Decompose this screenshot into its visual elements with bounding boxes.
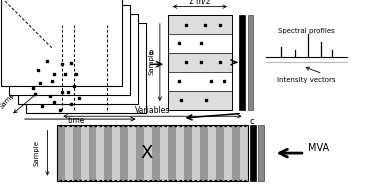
Bar (200, 125, 208, 181)
Bar (160, 125, 168, 181)
Text: b: b (238, 47, 243, 57)
Bar (232, 125, 240, 181)
Bar (137, 125, 145, 181)
Bar (89, 125, 96, 181)
Bar (184, 125, 192, 181)
Bar (112, 125, 120, 181)
Bar (57, 125, 248, 181)
Bar (96, 125, 104, 181)
Text: X: X (141, 144, 153, 162)
Bar (1, 0, 122, 86)
Text: c: c (249, 117, 254, 126)
Bar (57, 125, 65, 181)
Bar (168, 53, 232, 72)
Bar (81, 125, 89, 181)
Bar (153, 125, 160, 181)
Text: Sample: Sample (149, 49, 155, 75)
Text: Sample: Sample (34, 140, 39, 166)
Bar (168, 91, 232, 110)
Bar (145, 125, 153, 181)
Bar (168, 34, 232, 53)
Bar (26, 23, 146, 113)
Text: MVA: MVA (308, 143, 330, 153)
Text: Intensity vectors: Intensity vectors (277, 77, 336, 83)
Bar (168, 15, 232, 110)
Bar (216, 125, 224, 181)
Text: $\Sigma$ m/z: $\Sigma$ m/z (188, 0, 211, 6)
Text: time: time (68, 115, 85, 125)
Bar (18, 14, 138, 104)
Bar (239, 15, 245, 110)
Bar (168, 125, 176, 181)
Text: m/z: m/z (1, 57, 10, 71)
Bar (128, 125, 137, 181)
Bar (73, 125, 81, 181)
Bar (104, 125, 112, 181)
Bar (176, 125, 184, 181)
Bar (248, 15, 253, 110)
Bar (9, 5, 130, 95)
Bar (224, 125, 232, 181)
Bar (258, 125, 264, 181)
Bar (168, 15, 232, 34)
Text: a: a (149, 48, 154, 57)
Text: Sample: Sample (0, 87, 20, 110)
Bar (250, 125, 256, 181)
Text: Variables: Variables (135, 106, 170, 115)
Bar (208, 125, 216, 181)
Bar (240, 125, 248, 181)
Text: Spectral profiles: Spectral profiles (278, 28, 335, 34)
Bar (168, 72, 232, 91)
Bar (192, 125, 200, 181)
Bar (120, 125, 128, 181)
Bar (65, 125, 73, 181)
